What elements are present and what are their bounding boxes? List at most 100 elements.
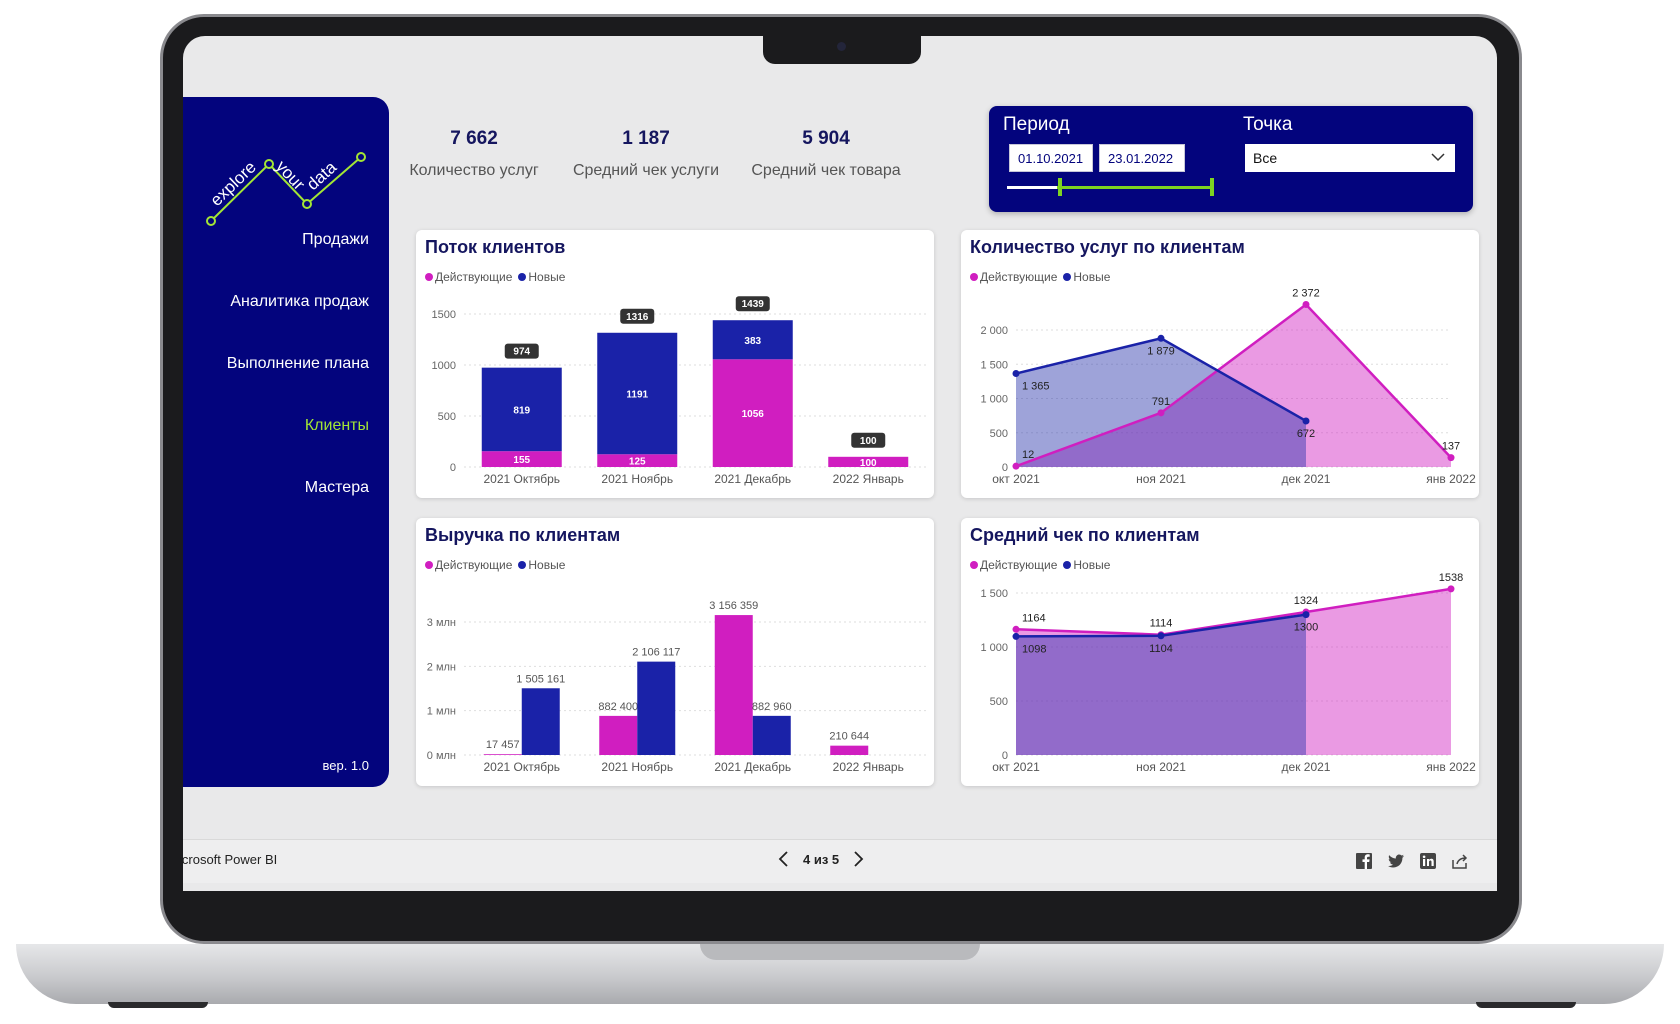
data-label: 12	[1022, 449, 1034, 461]
kpi-label: Средний чек товара	[751, 162, 901, 179]
legend-item-new[interactable]: Новые	[1063, 270, 1110, 284]
x-tick-label: 2021 Октябрь	[483, 760, 560, 774]
version-label: вер. 1.0	[322, 758, 369, 773]
point-select-value: Все	[1253, 150, 1278, 166]
bar-active	[481, 451, 562, 467]
data-point	[1447, 454, 1455, 462]
y-tick-label: 2 000	[980, 325, 1008, 337]
bar-active	[599, 715, 638, 755]
y-tick-label: 500	[990, 696, 1008, 708]
linkedin-icon[interactable]	[1419, 852, 1437, 870]
bottom-bar: icrosoft Power BI 4 из 5	[183, 839, 1497, 883]
kpi-label: Средний чек услуги	[572, 162, 720, 179]
x-tick-label: 2021 Декабрь	[714, 472, 791, 486]
data-point	[1157, 632, 1165, 640]
data-label: 3 156 359	[709, 600, 758, 612]
x-tick-label: окт 2021	[992, 760, 1040, 774]
chart-title: Поток клиентов	[425, 237, 566, 257]
bar-active	[830, 745, 869, 755]
chart-legend: Действующие Новые	[425, 270, 565, 284]
legend-item-new[interactable]: Новые	[1063, 558, 1110, 572]
y-tick-label: 1500	[432, 309, 456, 321]
chart-title: Количество услуг по клиентам	[970, 237, 1245, 257]
chart-avg-check-by-clients: 0 500 1 000 1 500 1164 1114 1324 1538 1098 1104 13…	[980, 572, 1476, 774]
data-label: 1191	[626, 390, 648, 401]
x-tick-label: окт 2021	[992, 472, 1040, 486]
y-tick-label: 2 млн	[427, 661, 456, 673]
x-tick-label: 2021 Ноябрь	[601, 472, 673, 486]
data-label: 1104	[1149, 643, 1173, 655]
nav-item-plan-execution[interactable]: Выполнение плана	[226, 355, 369, 372]
legend-item-active[interactable]: Действующие	[425, 558, 512, 572]
kpi-avg-product-check: 5 904 Средний чек товара	[736, 128, 916, 180]
legend-item-new[interactable]: Новые	[518, 270, 565, 284]
legend-item-active[interactable]: Действующие	[970, 270, 1057, 284]
date-from-input[interactable]: 01.10.2021	[1009, 144, 1093, 172]
period-slider-start-handle[interactable]	[1058, 178, 1062, 196]
card-client-flow: Поток клиентов Действующие Новые 0 500 100…	[416, 230, 934, 498]
data-point	[1012, 625, 1020, 633]
laptop-foot	[108, 1002, 208, 1008]
y-tick-label: 1 500	[980, 359, 1008, 371]
period-slider-end-handle[interactable]	[1210, 178, 1214, 196]
data-label: 1538	[1439, 572, 1463, 584]
page-navigator: 4 из 5	[777, 850, 865, 868]
svg-text:data: data	[303, 157, 341, 194]
laptop-foot	[1476, 1002, 1576, 1008]
chevron-left-icon[interactable]	[777, 850, 791, 868]
data-point	[1012, 632, 1020, 640]
date-to-input[interactable]: 23.01.2022	[1099, 144, 1185, 172]
data-label: 882 960	[752, 701, 792, 713]
line-active	[1015, 587, 1452, 636]
bar-new	[481, 367, 562, 452]
card-revenue-by-clients: Выручка по клиентам Действующие Новые 0 …	[416, 518, 934, 786]
facebook-icon[interactable]	[1355, 852, 1373, 870]
data-label: 125	[629, 457, 646, 468]
data-label: 672	[1297, 428, 1315, 440]
svg-text:explore: explore	[207, 157, 260, 209]
data-point	[1012, 369, 1020, 377]
data-label: 2 372	[1292, 288, 1320, 300]
legend-item-active[interactable]: Действующие	[970, 558, 1057, 572]
nav-item-sales-analytics[interactable]: Аналитика продаж	[230, 293, 369, 310]
y-tick-label: 1 000	[980, 642, 1008, 654]
chart-services-by-clients: 0 500 1 000 1 500 2 000 12 791 2 372 137 1 365 1 8…	[980, 288, 1476, 486]
nav-item-clients[interactable]: Клиенты	[304, 417, 369, 434]
data-label: 1 365	[1022, 380, 1050, 392]
kpi-label: Количество услуг	[409, 162, 539, 179]
kpi-value: 5 904	[802, 128, 850, 149]
y-tick-label: 1000	[432, 360, 456, 372]
nav-item-masters[interactable]: Мастера	[304, 479, 369, 496]
data-label: 1114	[1150, 618, 1173, 630]
kpi-value: 1 187	[622, 128, 670, 149]
chart-legend: Действующие Новые	[970, 558, 1110, 572]
data-label: 1098	[1022, 643, 1046, 655]
screen: explore your data Продажи Аналитика прод…	[183, 36, 1497, 891]
data-label: 882 400	[598, 701, 638, 713]
powerbi-brand[interactable]: icrosoft Power BI	[183, 852, 278, 867]
data-point	[1012, 462, 1020, 470]
total-label-bg	[504, 343, 539, 359]
line-active	[1015, 302, 1452, 468]
chevron-right-icon[interactable]	[851, 850, 865, 868]
period-slider-track[interactable]	[1007, 186, 1214, 189]
y-tick-label: 0 млн	[427, 750, 456, 762]
data-label: 791	[1152, 396, 1170, 408]
total-label: 974	[513, 347, 530, 358]
data-point	[1157, 334, 1165, 342]
card-services-by-clients: Количество услуг по клиентам Действующие…	[961, 230, 1479, 498]
twitter-icon[interactable]	[1387, 852, 1405, 870]
legend-item-active[interactable]: Действующие	[425, 270, 512, 284]
share-icon[interactable]	[1451, 852, 1469, 870]
sidebar: explore your data Продажи Аналитика прод…	[183, 97, 389, 787]
bar-new	[637, 661, 676, 755]
nav-item-sales[interactable]: Продажи	[302, 231, 369, 248]
kpi-services-count: 7 662 Количество услуг	[384, 128, 564, 180]
area-new	[1016, 338, 1306, 467]
total-label: 100	[860, 436, 877, 447]
point-select[interactable]: Все	[1245, 144, 1455, 172]
data-label: 137	[1442, 441, 1460, 453]
legend-item-new[interactable]: Новые	[518, 558, 565, 572]
data-point	[1302, 301, 1310, 309]
